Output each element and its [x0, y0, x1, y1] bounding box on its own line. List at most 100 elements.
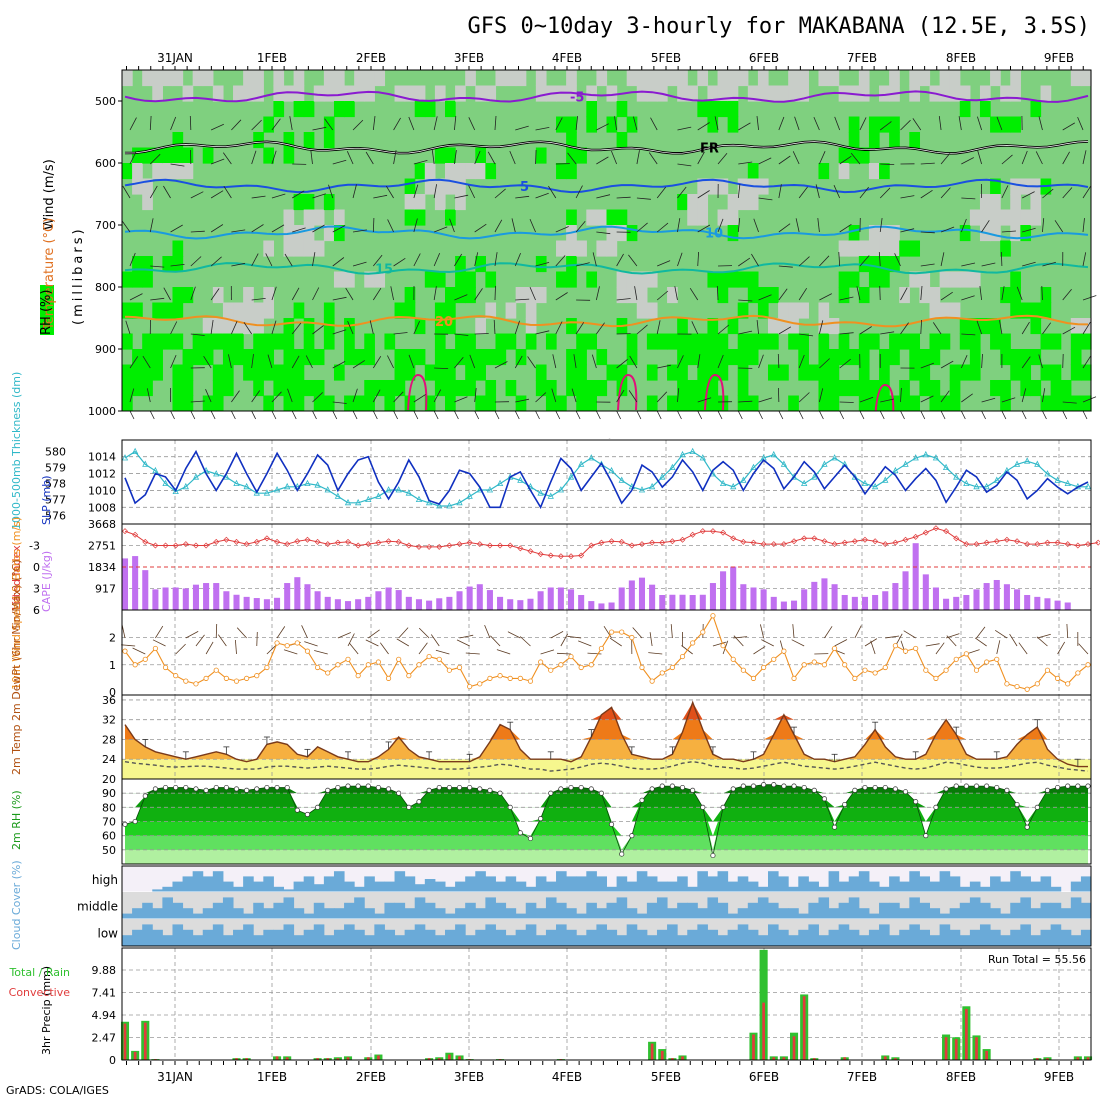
cloud-row-label: high	[92, 873, 118, 887]
cloud-bar	[152, 889, 163, 892]
wind-barb	[514, 355, 523, 369]
rh-cell	[909, 333, 921, 350]
rh-cell	[616, 287, 628, 304]
wind-barb	[940, 226, 955, 233]
rh-cell	[1070, 318, 1082, 335]
cape-bar	[861, 596, 869, 610]
wind-barb	[1021, 388, 1027, 403]
li-point	[679, 536, 686, 543]
cape-bar	[497, 596, 504, 610]
cape-bar	[415, 599, 422, 610]
wind-barb	[474, 150, 481, 165]
bottom-date-label: 9FEB	[1044, 1070, 1074, 1084]
rh-cell	[566, 163, 577, 180]
wind-barb	[189, 115, 192, 131]
y-tick-label: 4.94	[92, 1009, 117, 1022]
rh-cell	[182, 349, 194, 366]
upper-air-ylabels: Wind (m/s) Temperature (°C) RH (%) (mill…	[39, 159, 86, 335]
rh2m-point	[1024, 824, 1030, 830]
wind-barb	[839, 332, 854, 335]
rh-cell	[1010, 178, 1021, 195]
wind-barb	[900, 322, 909, 335]
rh-cell	[858, 349, 870, 366]
cloud-bar	[313, 902, 325, 919]
wind-barb	[717, 410, 723, 420]
wind-barb	[791, 639, 805, 647]
cloud-bar	[656, 881, 668, 892]
rh-cell	[374, 70, 386, 87]
rh-cell	[1000, 116, 1011, 133]
rh-cell	[182, 85, 194, 102]
wind-barb	[372, 116, 376, 131]
rh2m-point	[538, 816, 544, 822]
rh-cell	[788, 302, 799, 319]
cloud-bar	[222, 935, 234, 946]
wind-barb	[337, 632, 351, 639]
cloud-bar	[1010, 902, 1021, 919]
rh-cell	[142, 70, 153, 87]
wind-barb	[146, 388, 151, 403]
rh-cell	[152, 364, 163, 381]
cloud-bar	[979, 902, 991, 919]
wind-barb	[571, 388, 577, 403]
rh2m-label: 2m RH (%)	[10, 790, 23, 850]
rh-cell	[455, 85, 466, 102]
wind-barb	[413, 184, 419, 199]
cloud-bar	[344, 924, 355, 946]
rh-cell	[697, 364, 709, 381]
wind-barb	[920, 231, 935, 234]
rh-cell	[1080, 333, 1092, 350]
cloud-bar	[283, 924, 295, 946]
rh-cell	[323, 85, 335, 102]
wind-barb	[372, 217, 375, 233]
li-point	[1024, 541, 1031, 548]
wind-barb	[712, 641, 727, 647]
rh-cell	[566, 349, 577, 366]
cape-bar	[507, 599, 514, 610]
rh-cell	[545, 380, 557, 397]
wind-barb	[1082, 396, 1097, 403]
rh-cell	[445, 101, 456, 118]
rh-cell	[222, 333, 234, 350]
rh-cell	[394, 380, 406, 397]
rh2m-point	[771, 782, 777, 788]
wind-barb	[393, 117, 401, 131]
wind-barb	[636, 410, 642, 420]
rh-cell	[243, 302, 254, 319]
rh-cell	[434, 147, 446, 164]
wind-barb	[1000, 251, 1003, 267]
li-point	[405, 542, 412, 549]
rh-cell	[333, 209, 345, 226]
cloud-bar	[162, 897, 173, 919]
wind-barb	[1078, 643, 1089, 655]
wind-speed-point	[548, 667, 554, 673]
wind-barb	[656, 290, 669, 301]
wind-barb	[129, 388, 135, 403]
wind-barb	[1082, 186, 1091, 199]
rh-cell	[727, 194, 739, 211]
rh-cell	[354, 85, 365, 102]
wind-barb	[152, 639, 166, 647]
cloud-bar	[303, 929, 315, 946]
precip-conv-bar	[772, 1057, 776, 1060]
precip-label: 3hr Precip (mm)	[40, 966, 53, 1055]
wind-speed-point	[842, 662, 848, 668]
rh-cell	[848, 271, 860, 288]
li-point	[355, 542, 362, 549]
rh2m-point	[740, 783, 746, 789]
rh-cell	[687, 380, 698, 397]
rh-cell	[182, 380, 194, 397]
cloud-bar	[788, 886, 799, 892]
rh-cell	[586, 395, 598, 412]
thickness-point	[182, 482, 189, 490]
wind-barb	[674, 286, 678, 301]
thickness-point	[547, 492, 554, 499]
rh-cell	[919, 271, 931, 288]
wind-barb	[210, 320, 214, 335]
wind-speed-point	[446, 667, 452, 673]
wind-barb	[231, 262, 246, 267]
rh2m-point	[203, 787, 209, 793]
rh2m-point	[223, 784, 229, 791]
cloud-bar	[354, 929, 365, 946]
wind-barb	[575, 116, 578, 131]
